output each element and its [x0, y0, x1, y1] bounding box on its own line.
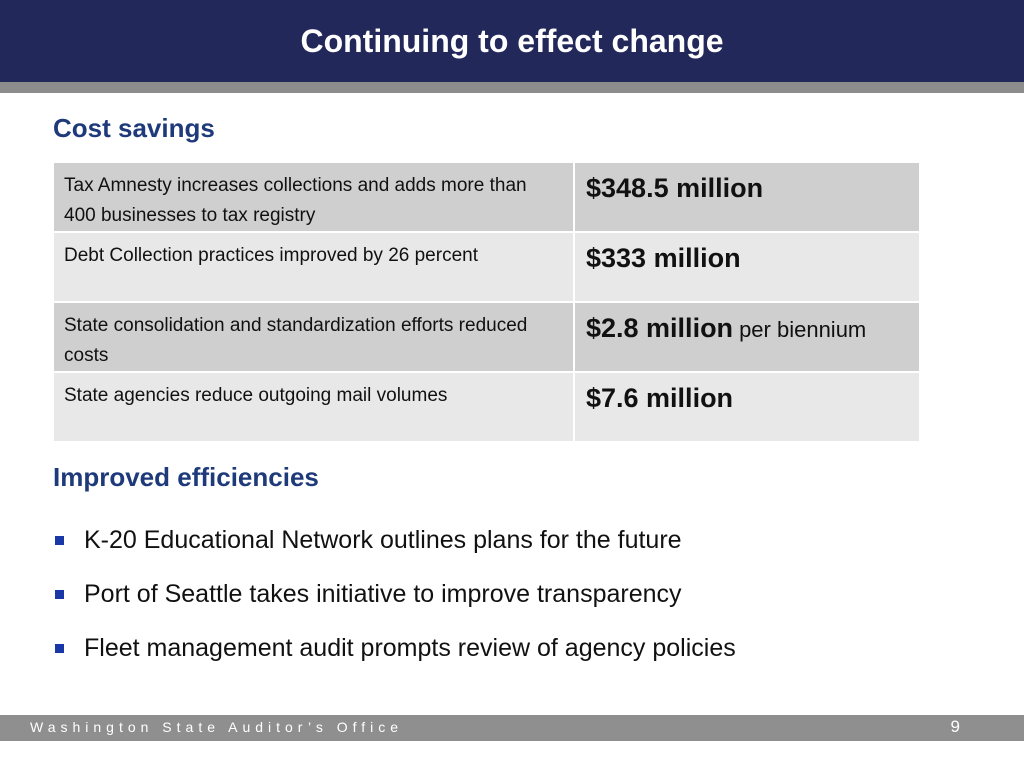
- list-item-text: Fleet management audit prompts review of…: [84, 633, 736, 662]
- table-cell-description: State agencies reduce outgoing mail volu…: [52, 371, 575, 443]
- title-bar: Continuing to effect change: [0, 0, 1024, 82]
- slide-title: Continuing to effect change: [300, 22, 724, 59]
- square-bullet-icon: [55, 535, 64, 545]
- footer-organization: Washington State Auditor’s Office: [30, 719, 404, 735]
- savings-description: State agencies reduce outgoing mail volu…: [64, 385, 448, 406]
- page-number: 9: [950, 717, 960, 736]
- savings-amount: $348.5 million: [586, 173, 764, 203]
- savings-amount: $7.6 million: [586, 383, 734, 413]
- table-cell-amount: $348.5 million: [573, 161, 921, 233]
- savings-description: Tax Amnesty increases collections and ad…: [64, 175, 527, 226]
- table-cell-description: Tax Amnesty increases collections and ad…: [52, 161, 575, 233]
- cost-savings-table: Tax Amnesty increases collections and ad…: [52, 161, 921, 443]
- square-bullet-icon: [55, 643, 64, 653]
- square-bullet-icon: [55, 589, 64, 599]
- table-cell-amount: $2.8 million per biennium: [573, 301, 921, 373]
- improved-efficiencies-heading: Improved efficiencies: [53, 462, 319, 492]
- savings-amount-suffix: per biennium: [739, 317, 867, 342]
- efficiencies-list: K-20 Educational Network outlines plans …: [53, 513, 736, 675]
- savings-amount: $333 million: [586, 243, 741, 273]
- table-cell-amount: $333 million: [573, 231, 921, 303]
- table-row: Debt Collection practices improved by 26…: [52, 231, 921, 303]
- table-row: Tax Amnesty increases collections and ad…: [52, 161, 921, 233]
- table-row: State agencies reduce outgoing mail volu…: [52, 371, 921, 443]
- table-cell-amount: $7.6 million: [573, 371, 921, 443]
- savings-amount: $2.8 million: [586, 313, 734, 343]
- list-item: Fleet management audit prompts review of…: [53, 621, 736, 675]
- list-item-text: Port of Seattle takes initiative to impr…: [84, 579, 682, 608]
- list-item-text: K-20 Educational Network outlines plans …: [84, 525, 682, 554]
- table-row: State consolidation and standardization …: [52, 301, 921, 373]
- savings-description: Debt Collection practices improved by 26…: [64, 245, 478, 266]
- table-cell-description: Debt Collection practices improved by 26…: [52, 231, 575, 303]
- footer-bar: Washington State Auditor’s Office 9: [0, 715, 1024, 741]
- list-item: Port of Seattle takes initiative to impr…: [53, 567, 736, 621]
- savings-description: State consolidation and standardization …: [64, 315, 528, 366]
- table-cell-description: State consolidation and standardization …: [52, 301, 575, 373]
- cost-savings-heading: Cost savings: [53, 113, 215, 143]
- list-item: K-20 Educational Network outlines plans …: [53, 513, 736, 567]
- title-divider: [0, 82, 1024, 93]
